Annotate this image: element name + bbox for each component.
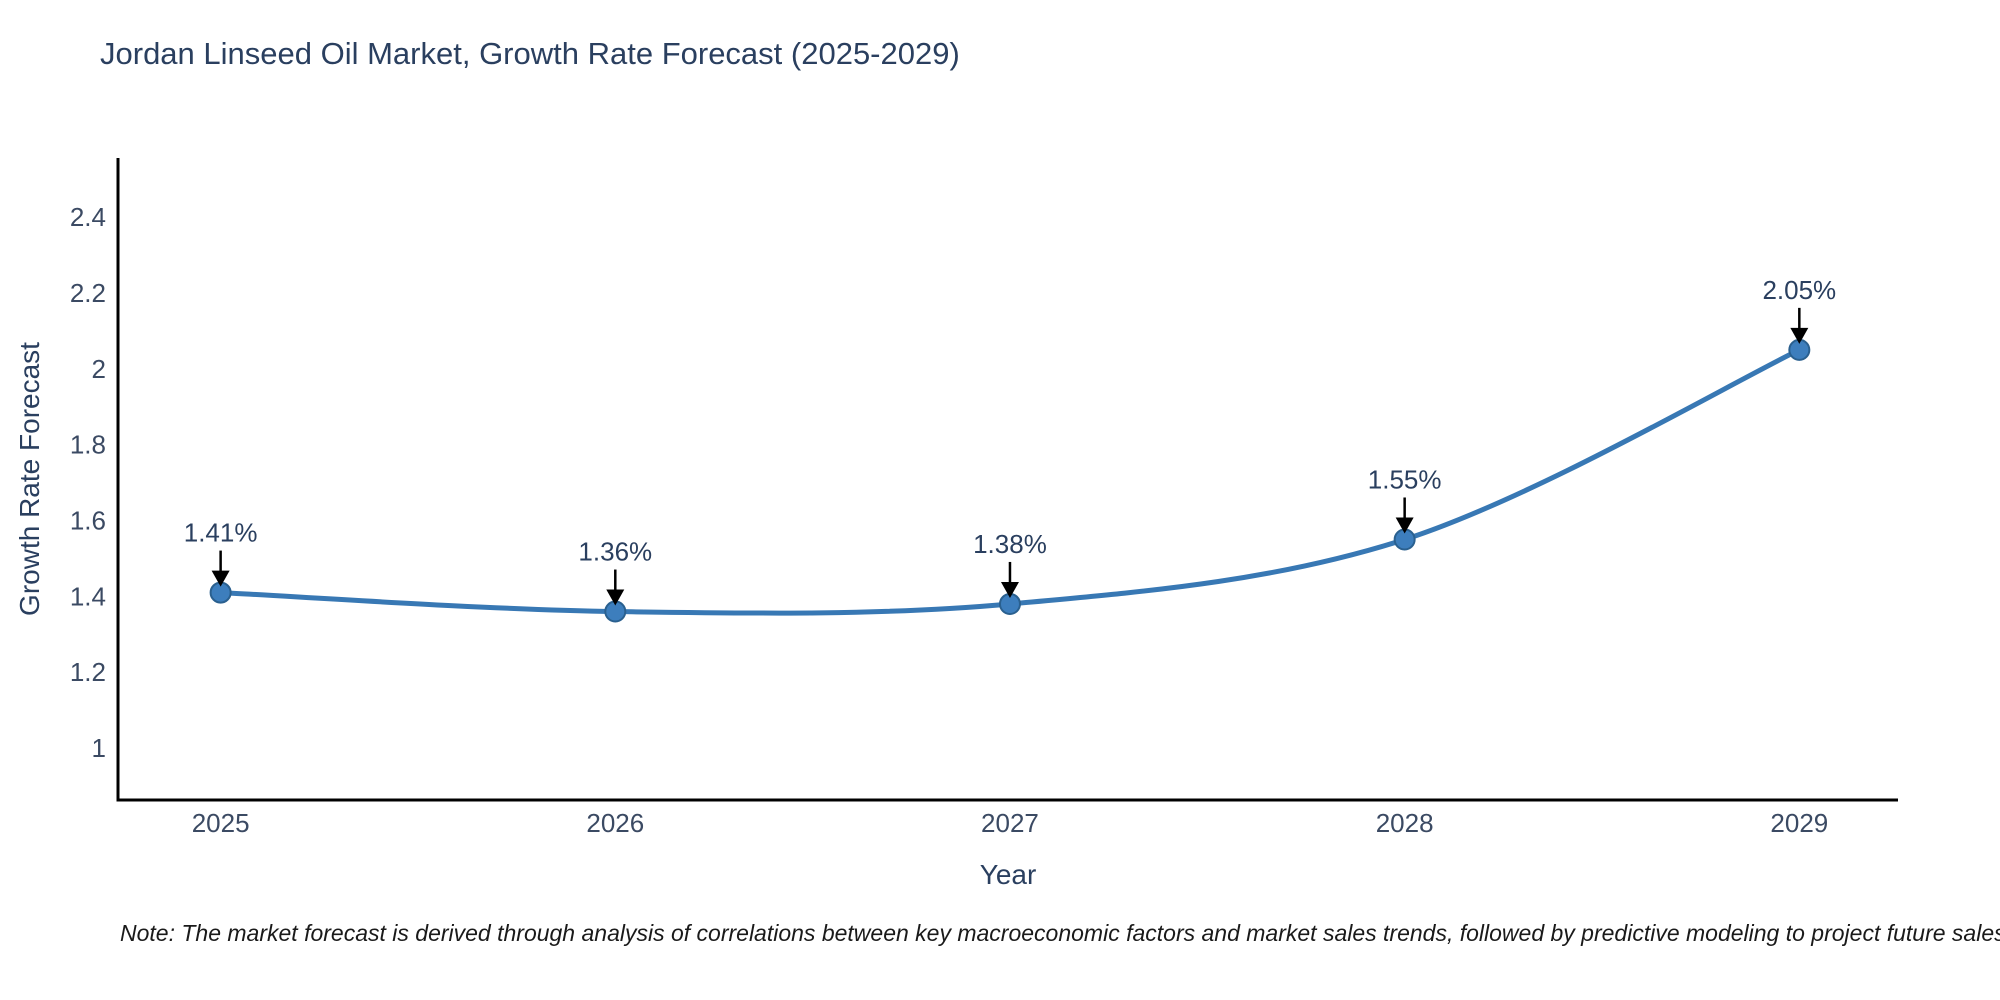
annotation-label: 1.38% [973, 529, 1047, 559]
y-tick-label: 1.4 [70, 581, 106, 611]
x-axis-title: Year [979, 859, 1037, 890]
annotation-label: 1.55% [1368, 464, 1442, 494]
annotation-arrowhead [1395, 517, 1414, 534]
y-tick-label: 2.4 [70, 202, 106, 232]
x-tick-label: 2026 [586, 808, 644, 838]
y-tick-label: 1.8 [70, 430, 106, 460]
y-tick-label: 2.2 [70, 278, 106, 308]
annotation-arrowhead [1000, 581, 1019, 598]
x-tick-label: 2028 [1376, 808, 1434, 838]
chart-title: Jordan Linseed Oil Market, Growth Rate F… [100, 36, 960, 71]
annotation-label: 1.41% [184, 518, 258, 548]
y-tick-label: 1.6 [70, 506, 106, 536]
annotation-label: 2.05% [1762, 275, 1836, 305]
annotation-arrowhead [211, 570, 230, 587]
y-axis-title: Growth Rate Forecast [14, 342, 45, 616]
y-tick-label: 2 [92, 354, 106, 384]
y-tick-label: 1 [92, 733, 106, 763]
footnote: Note: The market forecast is derived thr… [120, 920, 2000, 946]
x-tick-label: 2027 [981, 808, 1039, 838]
annotation-arrowhead [606, 589, 625, 606]
y-tick-label: 1.2 [70, 657, 106, 687]
x-tick-label: 2025 [192, 808, 250, 838]
annotation-label: 1.36% [578, 537, 652, 567]
x-tick-label: 2029 [1770, 808, 1828, 838]
annotation-arrowhead [1790, 327, 1809, 344]
